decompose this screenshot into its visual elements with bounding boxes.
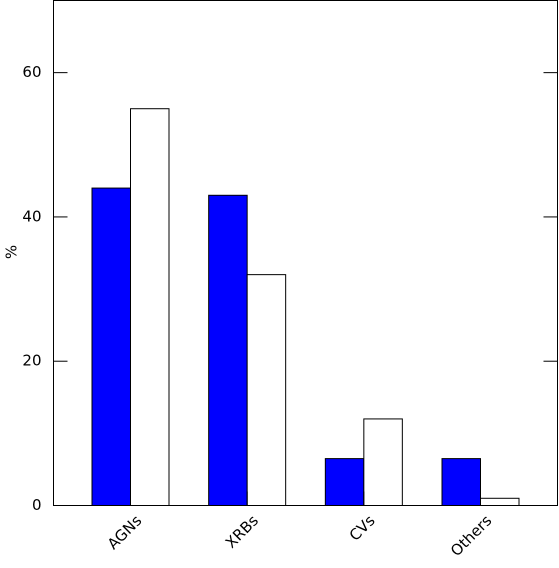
bar	[324, 458, 365, 507]
y-tick-label: 40	[22, 207, 41, 225]
x-tick-label: CVs	[346, 511, 379, 544]
plot-frame	[53, 0, 558, 506]
x-tick-label: XRBs	[222, 511, 262, 551]
y-tick-label: 20	[22, 352, 41, 370]
bar	[208, 194, 248, 507]
x-tick-label: Others	[447, 511, 496, 560]
y-axis-label: %	[3, 245, 21, 259]
bar	[246, 274, 287, 506]
bar	[480, 497, 520, 506]
x-tick-label: AGNs	[104, 511, 146, 553]
bar	[363, 418, 403, 506]
bar	[130, 108, 170, 506]
y-tick-label: 60	[22, 63, 41, 81]
bar	[91, 187, 131, 506]
bar	[441, 458, 481, 507]
y-tick-label: 0	[32, 496, 42, 514]
